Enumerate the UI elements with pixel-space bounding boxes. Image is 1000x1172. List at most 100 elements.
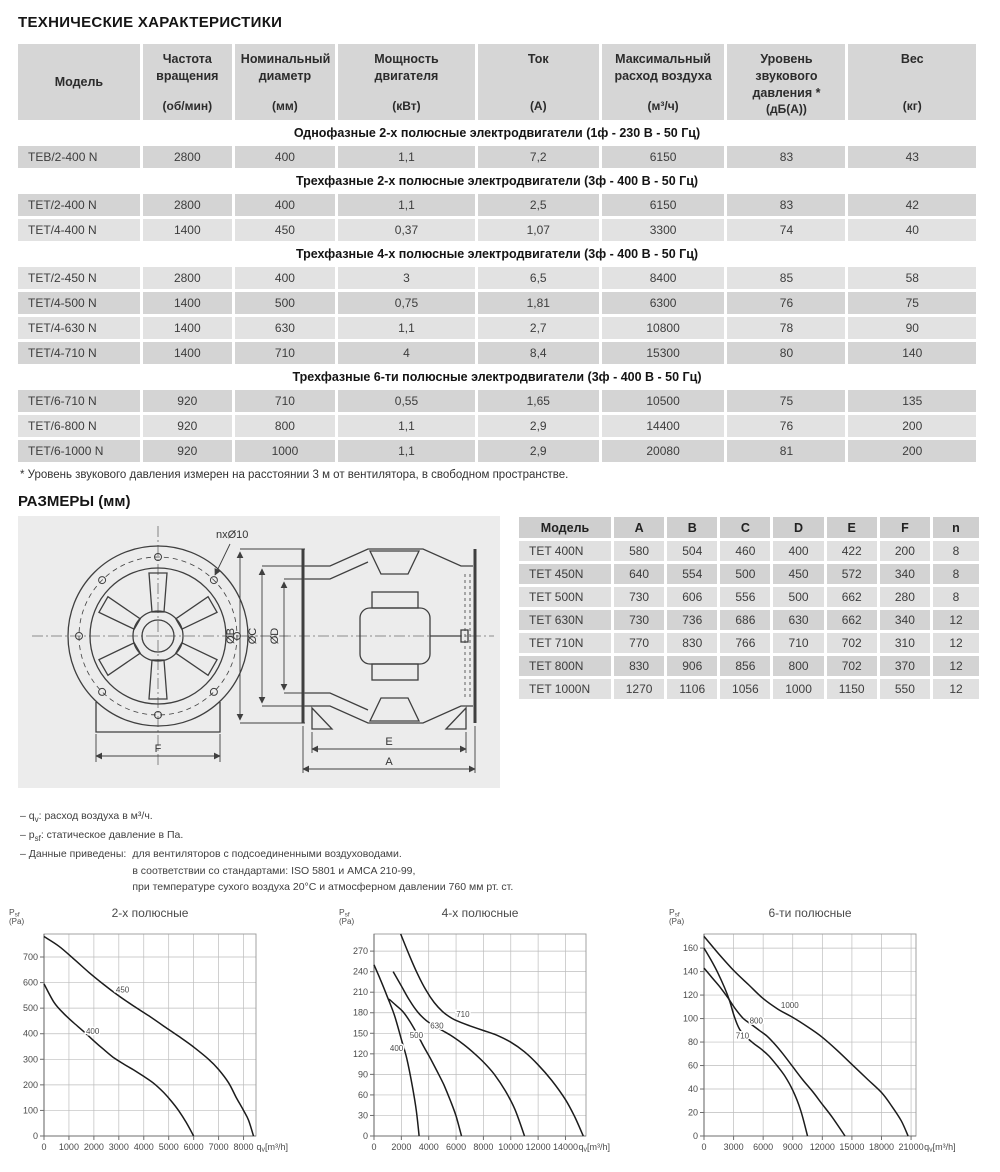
svg-text:21000: 21000 [899,1142,924,1152]
table-row: TET/2-450 N 2800 400 3 6,5 8400 85 58 [18,267,976,289]
svg-text:600: 600 [23,978,38,988]
curve-400 [43,983,195,1137]
curve-710 [703,947,809,1137]
curve-400 [373,964,420,1137]
chart-6pole: 0 20 40 60 80 100 120 140 160 0 3000 6000 9000 12000 1… [664,904,986,1162]
value-cell: 340 [879,610,930,630]
value-cell: 1,07 [477,219,599,241]
model-cell: TET/4-400 N [18,219,140,241]
svg-text:200: 200 [23,1080,38,1090]
value-cell: 730 [614,610,665,630]
value-cell: 6,5 [477,267,599,289]
value-cell: 640 [614,564,665,584]
model-cell: TEB/2-400 N [18,146,140,168]
svg-text:8000: 8000 [234,1142,254,1152]
model-cell: TET/6-710 N [18,390,140,412]
value-cell: 1,81 [477,292,599,314]
svg-text:2-х полюсные: 2-х полюсные [112,906,189,920]
svg-text:240: 240 [353,967,368,977]
svg-text:4000: 4000 [419,1142,439,1152]
value-cell: 2,9 [477,440,599,462]
model-cell: TET 500N [519,587,611,607]
value-cell: 1,1 [338,440,475,462]
chart-4pole: 0 30 60 90 120 150 180 210 240 270 0 2000 4000 6000 80… [334,904,656,1162]
value-cell: 2800 [142,146,232,168]
model-cell: TET/4-500 N [18,292,140,314]
svg-text:20: 20 [688,1108,698,1118]
straightener [464,574,471,698]
value-cell: 3 [338,267,475,289]
value-cell: 920 [142,440,232,462]
value-cell: 0,37 [338,219,475,241]
value-cell: 830 [667,633,718,653]
dims-column-header: B [667,517,718,538]
value-cell: 74 [727,219,846,241]
dim-f-label: F [155,743,162,755]
value-cell: 4 [338,342,475,364]
value-cell: 2,7 [477,317,599,339]
value-cell: 1400 [142,292,232,314]
table-row: TEB/2-400 N 2800 400 1,1 7,2 6150 83 43 [18,146,976,168]
note-data-item: для вентиляторов с подсоединенными возду… [132,847,402,860]
value-cell: 3300 [601,219,725,241]
table-row: TET/4-630 N 1400 630 1,1 2,7 10800 78 90 [18,317,976,339]
value-cell: 500 [720,564,771,584]
svg-text:60: 60 [688,1061,698,1071]
table-row: TET/6-1000 N 920 1000 1,1 2,9 20080 81 200 [18,440,976,462]
value-cell: 662 [826,587,877,607]
value-cell: 606 [667,587,718,607]
svg-text:300: 300 [23,1054,38,1064]
value-cell: 920 [142,390,232,412]
svg-text:qv[m³/h]: qv[m³/h] [578,1142,610,1154]
svg-text:5000: 5000 [159,1142,179,1152]
value-cell: 400 [773,541,824,561]
dims-column-header: Модель [519,517,611,538]
value-cell: 81 [727,440,846,462]
note-data-item: при температуре сухого воздуха 20°С и ат… [132,881,514,894]
value-cell: 310 [879,633,930,653]
model-cell: TET 1000N [519,679,611,699]
value-cell: 14400 [601,415,725,437]
table-row: TET 400N 580 504 460 400 422 200 8 [519,541,979,561]
value-cell: 43 [848,146,976,168]
svg-text:qv[m³/h]: qv[m³/h] [924,1142,956,1154]
value-cell: 2,9 [477,415,599,437]
dims-column-header: D [773,517,824,538]
curve-label: 400 [390,1044,404,1053]
value-cell: 800 [234,415,336,437]
model-cell: TET/4-710 N [18,342,140,364]
value-cell: 400 [234,146,336,168]
diam-d-label: ØD [269,628,281,645]
value-cell: 702 [826,633,877,653]
svg-text:0: 0 [693,1131,698,1141]
curve-label: 400 [86,1027,100,1036]
table-row: TET 450N 640 554 500 450 572 340 8 [519,564,979,584]
svg-text:180: 180 [353,1008,368,1018]
dims-column-header: n [933,517,979,538]
value-cell: 1,1 [338,317,475,339]
value-cell: 710 [234,390,336,412]
spec-column-header: Номинальный диаметр (мм) [234,44,336,120]
value-cell: 0,55 [338,390,475,412]
svg-text:400: 400 [23,1029,38,1039]
value-cell: 630 [234,317,336,339]
value-cell: 200 [848,440,976,462]
table-row: TET 630N 730 736 686 630 662 340 12 [519,610,979,630]
dimension-labels: nxØ10 F ØB ØC ØD E A [155,529,394,768]
table-row: TET/6-710 N 920 710 0,55 1,65 10500 75 135 [18,390,976,412]
svg-text:(Pa): (Pa) [9,917,24,926]
svg-text:40: 40 [688,1084,698,1094]
model-cell: TET 450N [519,564,611,584]
svg-text:Psf: Psf [9,907,20,919]
fan-base [95,702,221,733]
value-cell: 400 [234,267,336,289]
centerlines [32,526,494,768]
value-cell: 1106 [667,679,718,699]
spec-column-header: Вес (кг) [848,44,976,120]
svg-text:15000: 15000 [839,1142,864,1152]
value-cell: 580 [614,541,665,561]
model-cell: TET 630N [519,610,611,630]
svg-text:90: 90 [358,1070,368,1080]
